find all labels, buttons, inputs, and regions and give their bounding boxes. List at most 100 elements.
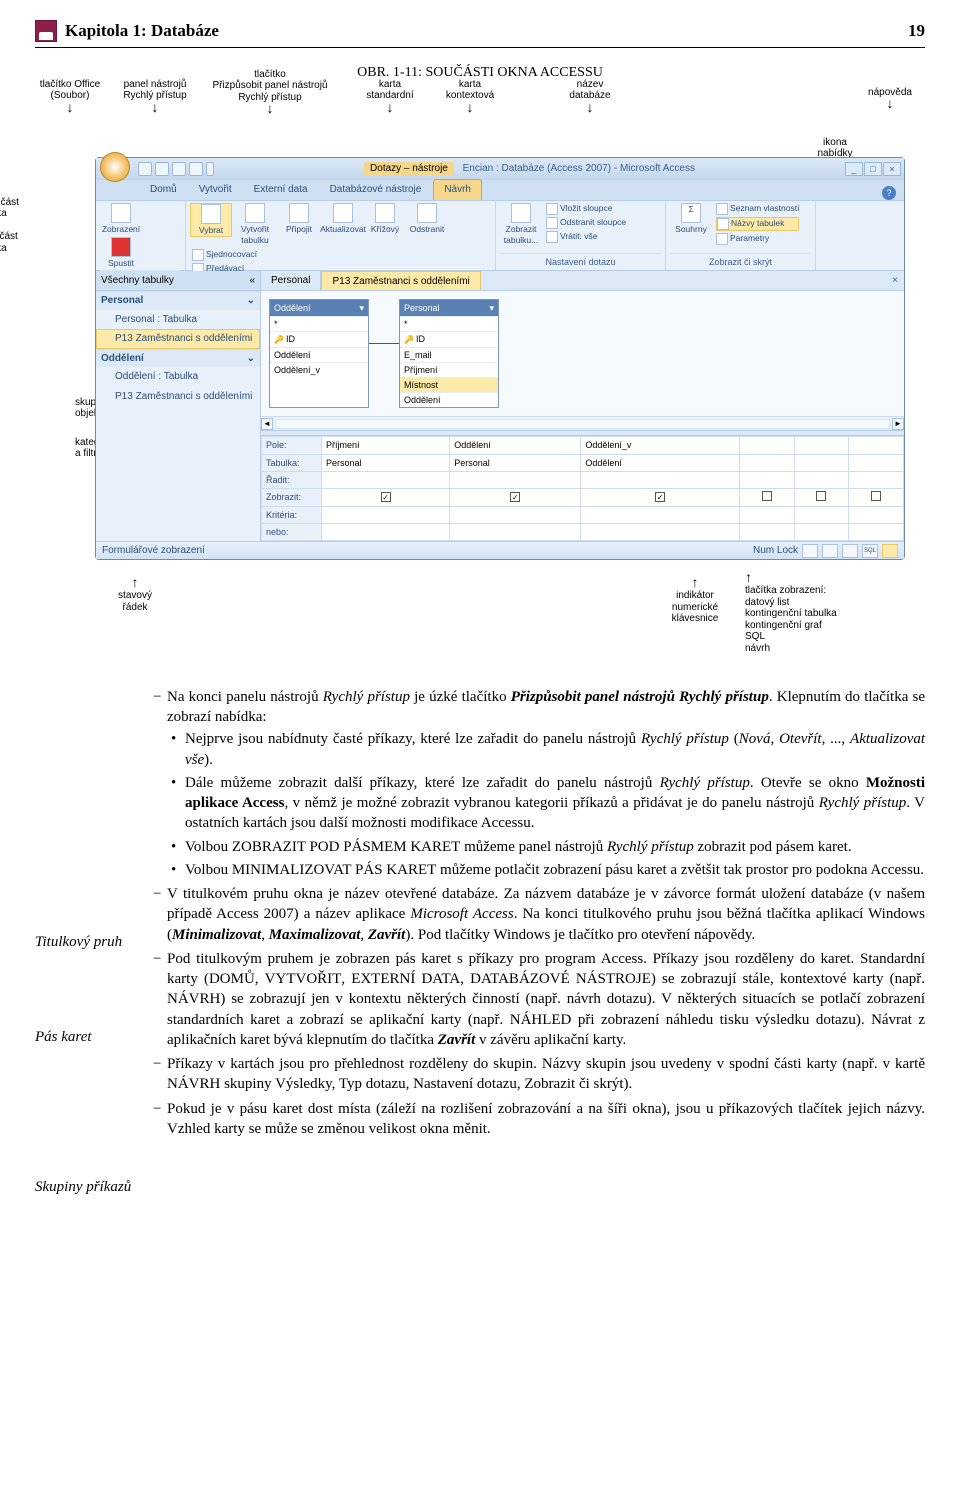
grid-cell[interactable]: Oddělení_v [581,437,740,454]
checkbox-icon[interactable] [762,491,772,501]
field-id2[interactable]: ID [400,331,498,347]
qat-save-icon[interactable] [138,162,152,176]
minimize-button[interactable]: _ [845,162,863,176]
grid-cell[interactable] [581,471,740,488]
collapse-icon[interactable]: ⌄ [247,294,255,308]
totals-button[interactable]: ΣSouhrny [670,203,712,235]
chevron-left-icon[interactable]: « [249,274,255,288]
grid-cell[interactable] [794,524,849,541]
checkbox-icon[interactable]: ✓ [655,492,665,502]
view-design-icon[interactable] [882,544,898,558]
office-button[interactable] [100,152,130,182]
grid-cell[interactable] [739,507,794,524]
view-datasheet-icon[interactable] [802,544,818,558]
grid-cell[interactable] [849,488,904,506]
relation-line[interactable] [369,343,399,344]
grid-cell[interactable]: ✓ [322,488,450,506]
grid-cell[interactable] [794,507,849,524]
update-button[interactable]: Aktualizovat [322,203,364,235]
grid-cell[interactable]: ✓ [450,488,581,506]
crosstab-button[interactable]: Křížový [366,203,404,235]
view-button[interactable]: Zobrazení [100,203,142,235]
grid-cell[interactable] [849,507,904,524]
help-button[interactable]: ? [882,186,896,200]
doctab-personal[interactable]: Personal [261,271,321,290]
show-table-button[interactable]: Zobrazittabulku... [500,203,542,247]
scroll-left-icon[interactable]: ◄ [261,418,273,430]
grid-cell[interactable] [581,507,740,524]
grid-cell[interactable] [739,488,794,506]
navitem-p13-query[interactable]: P13 Zaměstnanci s odděleními [96,329,260,349]
field-prijmeni[interactable]: Příjmení [400,362,498,377]
grid-cell[interactable]: Oddělení [581,454,740,471]
grid-cell[interactable] [739,437,794,454]
union-button[interactable]: Sjednocovací [192,249,257,261]
grid-cell[interactable] [739,524,794,541]
grid-cell[interactable] [849,471,904,488]
delete-columns-button[interactable]: Odstranit sloupce [546,217,626,229]
grid-cell[interactable] [739,471,794,488]
parameters-button[interactable]: Parametry [716,233,799,245]
qat-customize-icon[interactable] [206,162,214,176]
grid-cell[interactable]: ✓ [581,488,740,506]
collapse-icon[interactable]: ⌄ [247,352,255,366]
property-sheet-button[interactable]: Seznam vlastností [716,203,799,215]
grid-cell[interactable] [849,454,904,471]
checkbox-icon[interactable] [871,491,881,501]
grid-cell[interactable] [322,524,450,541]
navitem-personal-table[interactable]: Personal : Tabulka [96,310,260,330]
grid-cell[interactable] [450,471,581,488]
grid-cell[interactable] [450,507,581,524]
grid-cell[interactable] [794,471,849,488]
view-pivotchart-icon[interactable] [842,544,858,558]
view-pivottable-icon[interactable] [822,544,838,558]
navitem-p13-query-2[interactable]: P13 Zaměstnanci s odděleními [96,387,260,407]
grid-cell[interactable] [794,454,849,471]
grid-cell[interactable] [450,524,581,541]
maximize-button[interactable]: □ [864,162,882,176]
grid-cell[interactable] [794,488,849,506]
tab-create[interactable]: Vytvořit [189,180,242,200]
run-button[interactable]: Spustit [100,237,142,269]
diagram-hscroll[interactable]: ◄ ► [261,416,904,430]
grid-cell[interactable] [322,471,450,488]
grid-cell[interactable] [581,524,740,541]
navpane-header[interactable]: Všechny tabulky« [96,271,260,292]
field-oddeleni-v[interactable]: Oddělení_v [270,362,368,377]
field-oddeleni[interactable]: Oddělení [270,347,368,362]
grid-cell[interactable]: Oddělení [450,437,581,454]
scroll-right-icon[interactable]: ► [892,418,904,430]
grid-cell[interactable]: Personal [450,454,581,471]
tab-home[interactable]: Domů [140,180,187,200]
checkbox-icon[interactable] [816,491,826,501]
make-table-button[interactable]: Vytvořittabulku [234,203,276,247]
grid-cell[interactable] [849,437,904,454]
checkbox-icon[interactable]: ✓ [381,492,391,502]
field-oddeleni2[interactable]: Oddělení [400,392,498,407]
field-id[interactable]: ID [270,331,368,347]
doctab-close-icon[interactable]: × [886,271,904,290]
qat-redo-icon[interactable] [172,162,186,176]
delete-button[interactable]: Odstranit [406,203,448,235]
grid-cell[interactable] [794,437,849,454]
return-button[interactable]: Vrátit: vše [546,231,626,243]
tab-design[interactable]: Návrh [433,179,482,200]
table-names-button[interactable]: Názvy tabulek [716,217,799,231]
table-oddeleni[interactable]: Oddělení▾ * ID Oddělení Oddělení_v [269,299,369,409]
grid-cell[interactable]: Příjmení [322,437,450,454]
select-button[interactable]: Vybrat [190,203,232,237]
qat-undo-icon[interactable] [155,162,169,176]
insert-columns-button[interactable]: Vložit sloupce [546,203,626,215]
append-button[interactable]: Připojit [278,203,320,235]
grid-cell[interactable] [739,454,794,471]
field-email[interactable]: E_mail [400,347,498,362]
field-star[interactable]: * [270,316,368,331]
navitem-oddeleni-table[interactable]: Oddělení : Tabulka [96,367,260,387]
qat-user-icon[interactable] [189,162,203,176]
navgroup-oddeleni[interactable]: Oddělení⌄ [96,349,260,368]
grid-cell[interactable]: Personal [322,454,450,471]
close-button[interactable]: × [883,162,901,176]
grid-cell[interactable] [849,524,904,541]
tab-external-data[interactable]: Externí data [244,180,318,200]
checkbox-icon[interactable]: ✓ [510,492,520,502]
